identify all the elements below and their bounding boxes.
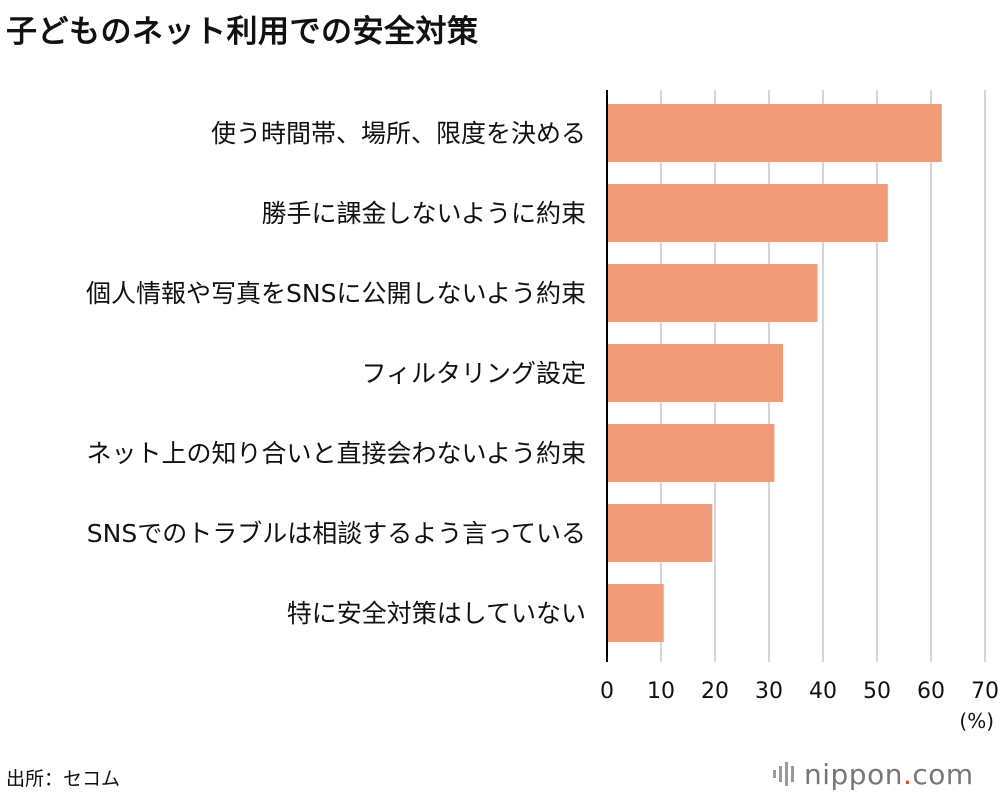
logo-suffix: com bbox=[912, 757, 974, 791]
bar bbox=[607, 264, 818, 322]
chart-title: 子どものネット利用での安全対策 bbox=[6, 14, 479, 50]
x-tick-label: 60 bbox=[917, 679, 945, 704]
category-label: 個人情報や写真をSNSに公開しないよう約束 bbox=[86, 279, 586, 308]
x-tick-label: 10 bbox=[647, 679, 675, 704]
x-tick-label: 50 bbox=[863, 679, 891, 704]
category-label: 勝手に課金しないように約束 bbox=[261, 199, 586, 228]
bars bbox=[607, 104, 942, 642]
logo-text: nippon.com bbox=[804, 758, 974, 791]
logo-bars-icon bbox=[773, 762, 794, 786]
bar bbox=[607, 184, 888, 242]
category-label: 使う時間帯、場所、限度を決める bbox=[211, 119, 586, 148]
logo-dot: . bbox=[902, 757, 913, 791]
x-tick-label: 20 bbox=[701, 679, 729, 704]
bar bbox=[607, 344, 784, 402]
source-note: 出所：セコム bbox=[6, 768, 121, 790]
category-label: ネット上の知り合いと直接会わないよう約束 bbox=[86, 439, 586, 468]
x-tick-label: 70 bbox=[971, 679, 999, 704]
logo-prefix: nippon bbox=[804, 757, 903, 791]
x-axis-unit: (%) bbox=[959, 709, 994, 733]
nippon-logo: nippon.com bbox=[772, 757, 974, 791]
x-axis-ticks: 0 10 20 30 40 50 60 70 bbox=[600, 679, 999, 704]
x-tick-label: 30 bbox=[755, 679, 783, 704]
category-label: SNSでのトラブルは相談するよう言っている bbox=[87, 519, 586, 548]
bar bbox=[607, 104, 942, 162]
category-label: フィルタリング設定 bbox=[361, 359, 586, 388]
bar bbox=[607, 504, 713, 562]
category-labels: 使う時間帯、場所、限度を決める勝手に課金しないように約束個人情報や写真をSNSに… bbox=[86, 119, 586, 628]
bar bbox=[607, 584, 664, 642]
category-label: 特に安全対策はしていない bbox=[287, 599, 586, 628]
x-tick-label: 40 bbox=[809, 679, 837, 704]
bar bbox=[607, 424, 775, 482]
x-tick-label: 0 bbox=[600, 679, 614, 704]
